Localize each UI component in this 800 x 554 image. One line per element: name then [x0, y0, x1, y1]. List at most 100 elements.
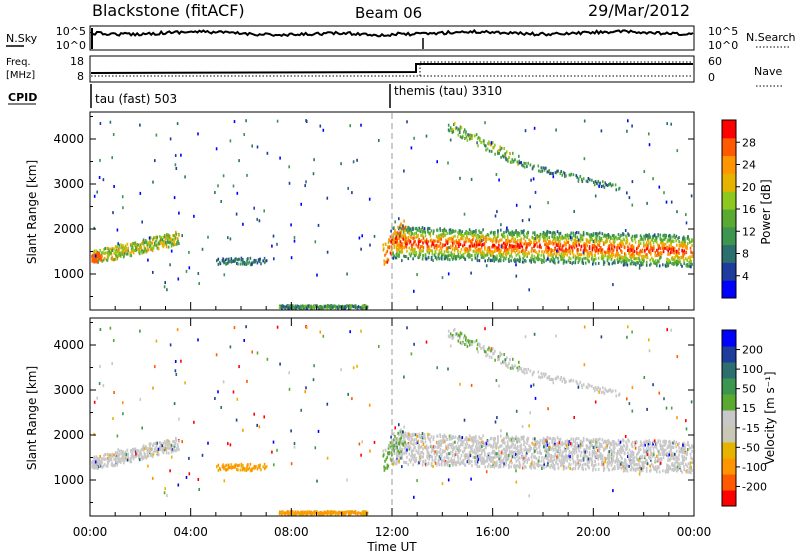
velocity-cell-495 [413, 442, 415, 446]
power-cell-2664 [240, 256, 243, 260]
power-cell-389 [397, 232, 400, 236]
power-cell-2210 [670, 244, 672, 248]
power-cell-731 [450, 251, 453, 255]
velocity-cell-209 [147, 447, 150, 451]
power-cell-2200 [669, 233, 671, 237]
power-cell-456 [408, 239, 410, 243]
power-cell-1661 [588, 245, 591, 249]
power-cell-2994 [164, 281, 166, 285]
power-cell-1139 [510, 232, 513, 236]
power-cell-2696 [259, 257, 261, 261]
velocity-cell-1250 [526, 448, 528, 452]
power-cell-2950 [495, 173, 498, 176]
velocity-cell-629 [434, 450, 437, 454]
power-cell-1075 [501, 245, 504, 249]
power-cell-1003 [491, 240, 494, 244]
power-cell-818 [463, 240, 466, 244]
velocity-cell-1214 [520, 456, 523, 459]
velocity-cell-474 [410, 442, 412, 446]
velocity-cell-604 [430, 444, 433, 448]
power-cell-2934 [449, 138, 452, 142]
power-cell-790 [459, 233, 462, 237]
power-cell-2409 [394, 229, 396, 232]
velocity-cell-1678 [591, 454, 594, 458]
velocity-cell-1640 [585, 444, 588, 448]
power-cell-2029 [642, 254, 645, 258]
velocity-cell-1004 [492, 457, 494, 461]
power-cell-2401 [391, 238, 393, 242]
power-ytick-label-3: 4000 [53, 132, 84, 146]
velocity-cell-49 [103, 458, 106, 461]
power-cell-1928 [628, 258, 630, 262]
power-cell-600 [429, 249, 432, 253]
power-cell-2548 [518, 161, 520, 165]
velocity-cell-171 [138, 454, 141, 458]
power-cell-1001 [492, 243, 494, 247]
power-cell-2820 [330, 304, 332, 308]
power-cell-2639 [224, 258, 227, 262]
power-cell-1391 [549, 253, 552, 257]
velocity-cell-867 [471, 460, 473, 464]
velocity-cell-895 [475, 436, 477, 440]
velocity-cell-587 [427, 446, 430, 450]
power-cell-2272 [679, 258, 681, 262]
velocity-cell-1121 [508, 454, 510, 458]
power-cell-453 [407, 226, 409, 230]
power-cell-488 [412, 242, 415, 246]
power-cell-3111 [112, 211, 114, 215]
velocity-cell-1129 [508, 449, 511, 453]
velocity-cell-138 [127, 455, 129, 459]
velocity-cell-636 [436, 446, 439, 450]
power-cell-2280 [681, 249, 684, 253]
velocity-cell-77 [111, 461, 113, 465]
power-cell-580 [426, 242, 429, 246]
power-cell-12 [92, 250, 95, 254]
power-cell-139 [127, 246, 129, 250]
power-cell-1466 [559, 231, 562, 235]
velocity-cell-754 [454, 440, 456, 444]
power-cell-736 [450, 239, 453, 243]
power-cell-605 [431, 255, 433, 259]
power-cell-2944 [646, 201, 648, 205]
velocity-cell-930 [479, 453, 482, 457]
power-cell-2503 [486, 147, 489, 151]
velocity-cell-43 [101, 465, 104, 469]
power-cell-2975 [663, 191, 665, 195]
power-cell-2420 [397, 243, 399, 247]
velocity-cell-1735 [599, 455, 602, 459]
power-cell-921 [479, 231, 481, 235]
power-cell-1515 [566, 240, 568, 244]
velocity-cell-1604 [580, 450, 583, 454]
velocity-cell-1152 [513, 464, 515, 468]
velocity-cell-489 [412, 432, 414, 436]
velocity-cell-1575 [575, 446, 578, 449]
power-cell-1716 [596, 248, 599, 252]
power-cell-2470 [461, 136, 464, 140]
velocity-cell-1542 [570, 444, 573, 448]
velocity-cell-1673 [590, 441, 593, 445]
power-cell-916 [477, 243, 480, 247]
power-cell-186 [141, 251, 143, 255]
velocity-cell-1448 [556, 453, 559, 457]
power-cell-2615 [602, 184, 605, 188]
power-cell-398 [398, 253, 400, 257]
velocity-cell-1794 [609, 455, 611, 459]
velocity-cell-602 [430, 463, 433, 467]
velocity-cell-1534 [569, 455, 571, 459]
power-cell-343 [96, 252, 99, 256]
power-cell-3026 [322, 128, 325, 132]
power-cell-2135 [658, 246, 661, 250]
power-cell-1968 [634, 237, 636, 241]
power-cell-243 [157, 244, 159, 247]
velocity-cell-1757 [603, 448, 605, 452]
power-cell-1099 [504, 257, 507, 261]
power-cell-2634 [221, 259, 224, 262]
power-cell-2037 [644, 248, 646, 252]
power-cell-666 [440, 235, 443, 239]
velocity-cell-1176 [516, 439, 518, 443]
velocity-cell-1112 [507, 435, 509, 439]
power-cell-606 [430, 229, 433, 233]
velocity-cell-1469 [559, 442, 562, 446]
power-cell-1300 [535, 239, 537, 243]
power-cell-1547 [571, 251, 574, 255]
